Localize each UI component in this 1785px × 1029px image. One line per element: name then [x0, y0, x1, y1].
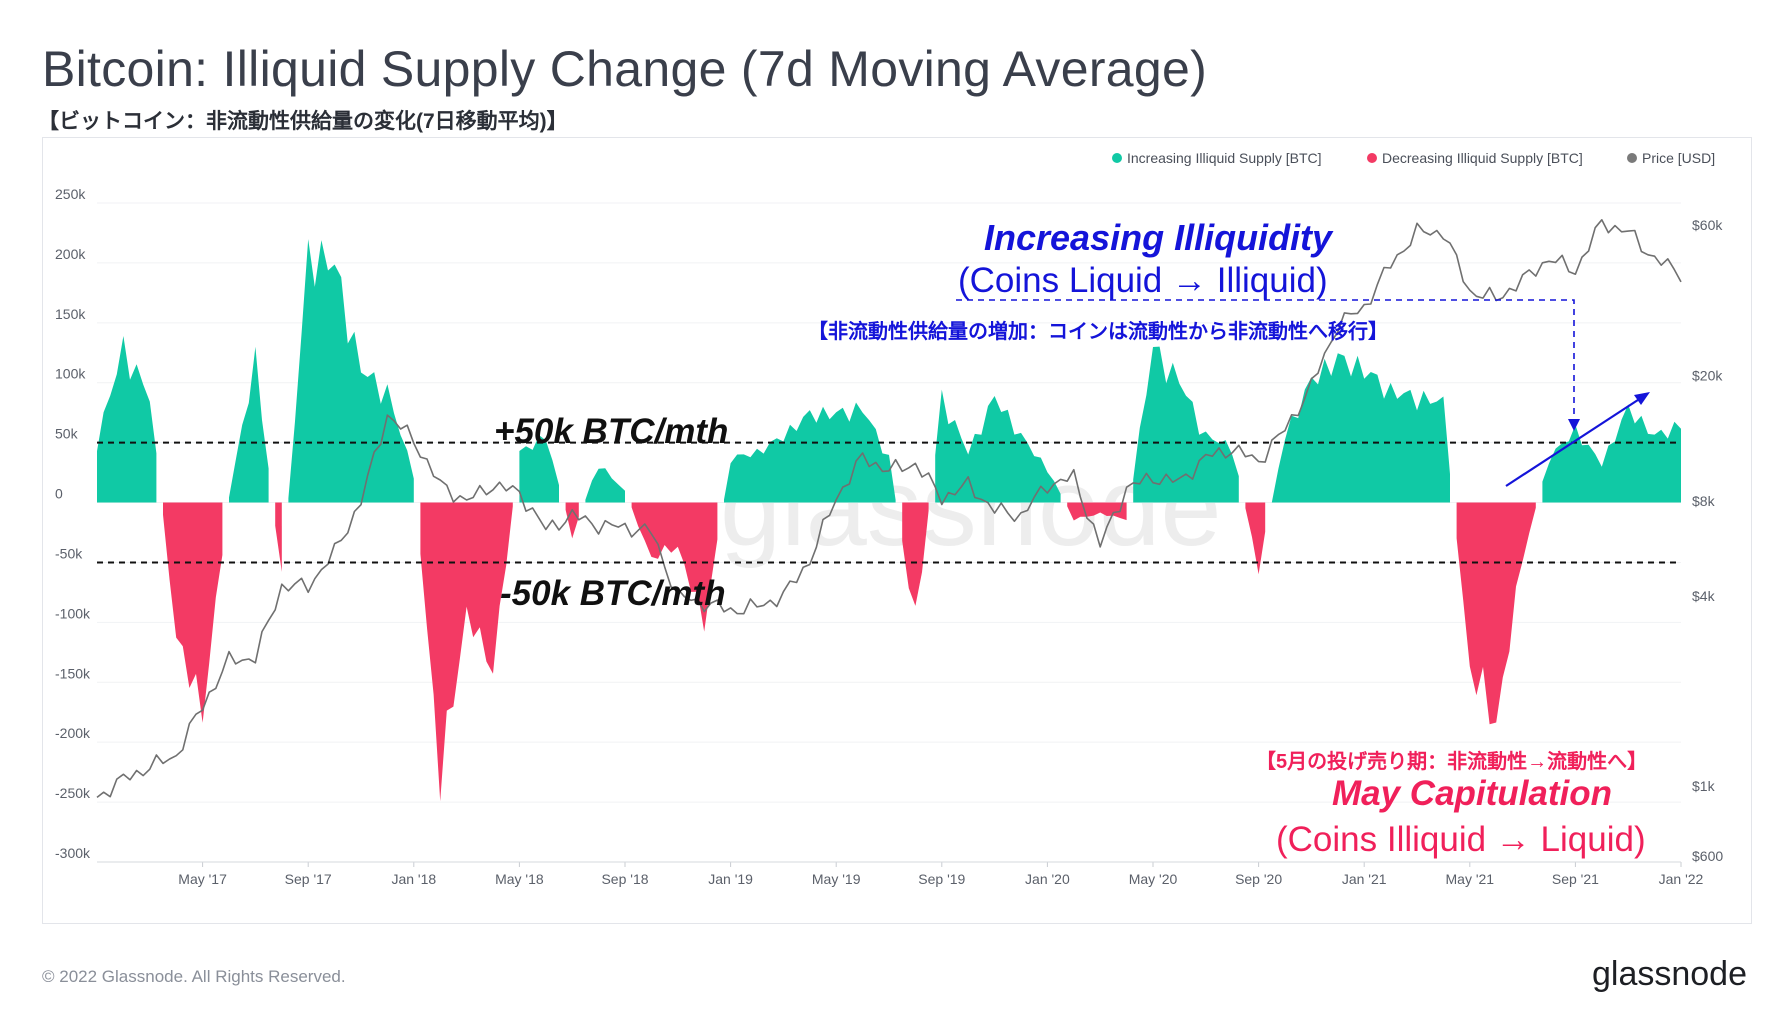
chart-title: Bitcoin: Illiquid Supply Change (7d Movi… [42, 41, 1208, 97]
x-axis: May '17 Sep '17 Jan '18 May '18 Sep '18 Jan '… [97, 861, 1704, 887]
y-axis-right: $60k $20k $8k $4k $1k $600 [1692, 217, 1723, 864]
minus-50k-label: -50k BTC/mth [500, 574, 726, 613]
decreasing-supply-area [565, 502, 579, 539]
copyright-text: © 2022 Glassnode. All Rights Reserved. [42, 967, 346, 986]
increasing-supply-area [1133, 346, 1239, 503]
y-left-tick-label: 0 [55, 486, 63, 502]
increasing-illiquidity-subtitle: (Coins Liquid → Illiquid) [958, 261, 1328, 300]
increasing-supply-area [1542, 404, 1681, 503]
y-right-tick-label: $600 [1692, 848, 1723, 864]
y-left-tick-label: -300k [55, 845, 91, 861]
y-left-tick-label: 250k [55, 186, 86, 202]
decreasing-supply-area [1245, 502, 1266, 575]
decreasing-supply-area [1456, 502, 1536, 725]
decreasing-supply-area [902, 502, 929, 606]
y-right-tick-label: $4k [1692, 588, 1716, 604]
increasing-supply-area [519, 435, 559, 503]
y-left-tick-label: -100k [55, 605, 91, 621]
x-tick-label: Sep '20 [1235, 871, 1282, 887]
x-tick-label: Jan '20 [1025, 871, 1070, 887]
legend-label: Increasing Illiquid Supply [BTC] [1127, 150, 1322, 166]
y-left-tick-label: 50k [55, 426, 79, 442]
y-right-tick-label: $8k [1692, 493, 1716, 509]
x-tick-label: May '21 [1446, 871, 1495, 887]
glassnode-logo-text: glassnode [1591, 955, 1747, 993]
legend-label: Price [USD] [1642, 150, 1715, 166]
y-left-tick-label: -50k [55, 545, 83, 561]
x-tick-label: May '20 [1129, 871, 1178, 887]
chart-legend: Increasing Illiquid Supply [BTC] Decreasi… [1112, 150, 1715, 166]
y-left-tick-label: 100k [55, 366, 86, 382]
x-tick-label: Jan '21 [1342, 871, 1387, 887]
plus-50k-label: +50k BTC/mth [494, 412, 729, 451]
increasing-supply-area [288, 239, 414, 503]
may-capitulation-subtitle: (Coins Illiquid → Liquid) [1276, 820, 1646, 859]
decreasing-supply-area [420, 502, 513, 802]
increasing-supply-area [1271, 353, 1450, 503]
x-tick-label: Sep '18 [601, 871, 648, 887]
y-right-tick-label: $20k [1692, 368, 1723, 384]
decreasing-supply-area [1067, 502, 1127, 521]
legend-swatch [1112, 153, 1122, 163]
y-axis-left: 250k 200k 150k 100k 50k 0 -50k -100k -150k -200k -… [55, 186, 91, 861]
x-tick-label: Sep '19 [918, 871, 965, 887]
increasing-illiquidity-japanese: 【非流動性供給量の増加：コインは流動性から非流動性へ移行】 [808, 321, 1388, 343]
price-series-line [96, 219, 1682, 799]
may-capitulation-title: May Capitulation [1332, 774, 1613, 813]
chart-frame [42, 137, 1752, 924]
reference-lines [97, 441, 1681, 564]
x-tick-label: Jan '19 [708, 871, 753, 887]
bracket-arrow-head [1568, 419, 1580, 431]
x-tick-label: Jan '22 [1659, 871, 1704, 887]
legend-swatch [1367, 153, 1377, 163]
supply-change-area [97, 239, 1681, 802]
trend-arrow-head [1634, 392, 1650, 405]
decreasing-supply-area [631, 502, 718, 632]
increasing-supply-area [935, 389, 1061, 503]
x-tick-label: May '18 [495, 871, 544, 887]
y-left-tick-label: -150k [55, 665, 91, 681]
y-right-tick-label: $60k [1692, 217, 1723, 233]
y-left-tick-label: -250k [55, 785, 91, 801]
increasing-bracket [956, 299, 1575, 420]
decreasing-supply-area [163, 502, 223, 723]
increasing-illiquidity-title: Increasing Illiquidity [984, 217, 1333, 258]
increasing-supply-area [97, 336, 157, 503]
trend-arrow [1505, 395, 1645, 487]
y-left-tick-label: -200k [55, 725, 91, 741]
x-tick-label: Sep '21 [1552, 871, 1599, 887]
y-right-tick-label: $1k [1692, 778, 1716, 794]
legend-swatch [1627, 153, 1637, 163]
x-tick-label: Jan '18 [391, 871, 436, 887]
annotation-arrows [956, 299, 1650, 487]
may-capitulation-japanese: 【5月の投げ売り期：非流動性→流動性へ】 [1256, 751, 1648, 773]
increasing-supply-area [724, 402, 896, 503]
decreasing-supply-area [275, 502, 282, 572]
legend-label: Decreasing Illiquid Supply [BTC] [1382, 150, 1583, 166]
y-left-tick-label: 150k [55, 306, 86, 322]
increasing-supply-area [229, 346, 269, 503]
increasing-supply-area [585, 468, 625, 503]
x-tick-label: Sep '17 [285, 871, 332, 887]
chart-subtitle-japanese: 【ビットコイン：非流動性供給量の変化(7日移動平均)】 [38, 110, 568, 133]
x-tick-label: May '17 [178, 871, 227, 887]
x-tick-label: May '19 [812, 871, 861, 887]
y-left-tick-label: 200k [55, 246, 86, 262]
